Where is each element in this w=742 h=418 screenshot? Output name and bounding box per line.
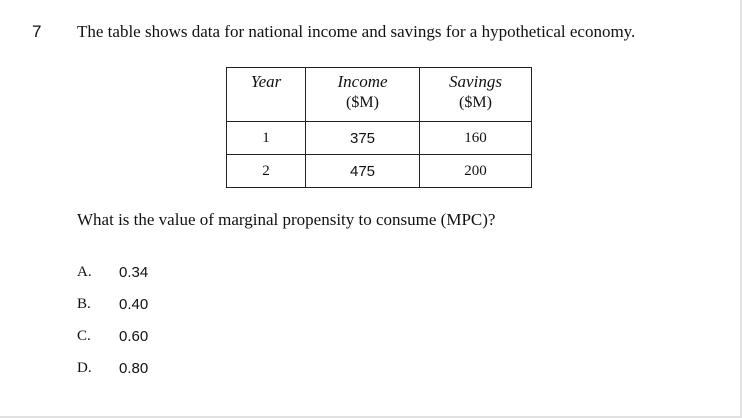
question-prompt: What is the value of marginal propensity… <box>77 210 496 229</box>
option-a[interactable]: A. 0.34 <box>77 256 148 288</box>
cell-income: 475 <box>305 154 420 188</box>
option-c[interactable]: C. 0.60 <box>77 320 148 352</box>
answer-options: A. 0.34 B. 0.40 C. 0.60 D. 0.80 <box>77 256 148 384</box>
page-border-right <box>740 0 742 418</box>
header-year-label: Year <box>250 72 282 91</box>
option-d[interactable]: D. 0.80 <box>77 352 148 384</box>
cell-savings: 160 <box>419 121 532 155</box>
question-stem: The table shows data for national income… <box>77 22 636 41</box>
option-letter: D. <box>77 359 92 376</box>
option-value: 0.34 <box>119 263 149 281</box>
income-savings-table: Year Income ($M) Savings ($M) 1 375 160 … <box>226 67 532 188</box>
header-income-unit: ($M) <box>346 94 379 111</box>
table-row: 2 475 200 <box>226 154 532 188</box>
table-header-row: Year Income ($M) Savings ($M) <box>226 67 532 122</box>
option-value: 0.60 <box>119 327 149 345</box>
option-letter: A. <box>77 263 92 280</box>
header-savings: Savings ($M) <box>419 67 532 122</box>
page-border-bottom <box>0 416 742 418</box>
header-year: Year <box>226 67 306 122</box>
cell-year: 1 <box>226 121 306 155</box>
option-value: 0.40 <box>119 295 149 313</box>
option-value: 0.80 <box>119 359 149 377</box>
table-row: 1 375 160 <box>226 121 532 155</box>
option-letter: B. <box>77 295 91 312</box>
option-letter: C. <box>77 327 91 344</box>
cell-savings: 200 <box>419 154 532 188</box>
header-savings-unit: ($M) <box>459 94 492 111</box>
option-b[interactable]: B. 0.40 <box>77 288 148 320</box>
cell-year: 2 <box>226 154 306 188</box>
header-savings-label: Savings <box>449 72 502 91</box>
cell-income: 375 <box>305 121 420 155</box>
header-income-label: Income <box>337 72 388 91</box>
header-income: Income ($M) <box>305 67 420 122</box>
question-number: 7 <box>32 22 42 41</box>
